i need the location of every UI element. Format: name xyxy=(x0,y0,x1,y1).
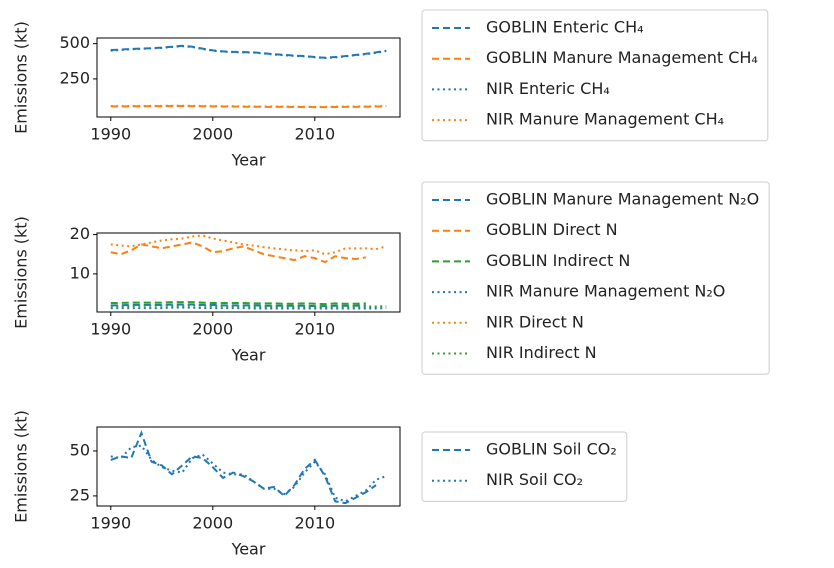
legend: GOBLIN Enteric CH₄ GOBLIN Manure Manageme… xyxy=(421,9,769,142)
series-line xyxy=(110,301,366,306)
x-tick-label: 2010 xyxy=(294,125,335,144)
x-axis-label: Year xyxy=(231,540,266,559)
series-line xyxy=(110,304,387,308)
y-axis-label: Emissions (kt) xyxy=(12,21,31,134)
x-axis-label: Year xyxy=(231,151,266,170)
x-tick-label: 1990 xyxy=(90,320,131,339)
legend-label: GOBLIN Manure Management N₂O xyxy=(486,190,759,209)
x-tick-label: 2000 xyxy=(192,514,233,533)
series-line xyxy=(110,104,387,108)
legend-label: GOBLIN Indirect N xyxy=(486,251,630,270)
axes-frame xyxy=(96,232,401,313)
legend-label: NIR Indirect N xyxy=(486,343,597,362)
y-tick-label: 20 xyxy=(70,224,90,243)
series-line xyxy=(110,234,387,256)
legend-label: NIR Manure Management N₂O xyxy=(486,282,725,301)
y-tick-label: 250 xyxy=(59,68,90,87)
series-line xyxy=(110,241,366,264)
axes-frame xyxy=(96,37,401,118)
legend-label: GOBLIN Enteric CH₄ xyxy=(486,18,644,37)
legend-frame xyxy=(421,9,769,142)
series-line xyxy=(110,430,377,505)
axes-frame xyxy=(96,426,401,507)
legend-label: GOBLIN Manure Management CH₄ xyxy=(486,48,758,67)
x-tick-label: 1990 xyxy=(90,514,131,533)
x-tick-label: 2000 xyxy=(192,320,233,339)
legend-label: NIR Enteric CH₄ xyxy=(486,79,610,98)
y-tick-label: 50 xyxy=(70,440,90,459)
y-axis-label: Emissions (kt) xyxy=(12,410,31,523)
x-tick-label: 2000 xyxy=(192,125,233,144)
legend-label: NIR Direct N xyxy=(486,312,584,331)
y-tick-label: 25 xyxy=(70,485,90,504)
x-axis-label: Year xyxy=(231,346,266,365)
y-tick-label: 10 xyxy=(70,263,90,282)
series-line xyxy=(110,45,387,60)
y-tick-label: 500 xyxy=(59,33,90,52)
legend-label: GOBLIN Direct N xyxy=(486,220,618,239)
legend-label: NIR Soil CO₂ xyxy=(486,470,583,489)
legend-frame xyxy=(421,431,628,502)
legend-frame xyxy=(421,181,770,375)
legend: GOBLIN Soil CO₂ NIR Soil CO₂ xyxy=(421,431,628,502)
x-tick-label: 1990 xyxy=(90,125,131,144)
series-line xyxy=(110,444,387,503)
series-line xyxy=(110,306,387,310)
y-axis-label: Emissions (kt) xyxy=(12,216,31,329)
legend: GOBLIN Manure Management N₂O GOBLIN Direc… xyxy=(421,181,770,375)
legend-label: NIR Manure Management CH₄ xyxy=(486,110,724,129)
x-tick-label: 2010 xyxy=(294,514,335,533)
legend-label: GOBLIN Soil CO₂ xyxy=(486,440,617,459)
x-tick-label: 2010 xyxy=(294,320,335,339)
